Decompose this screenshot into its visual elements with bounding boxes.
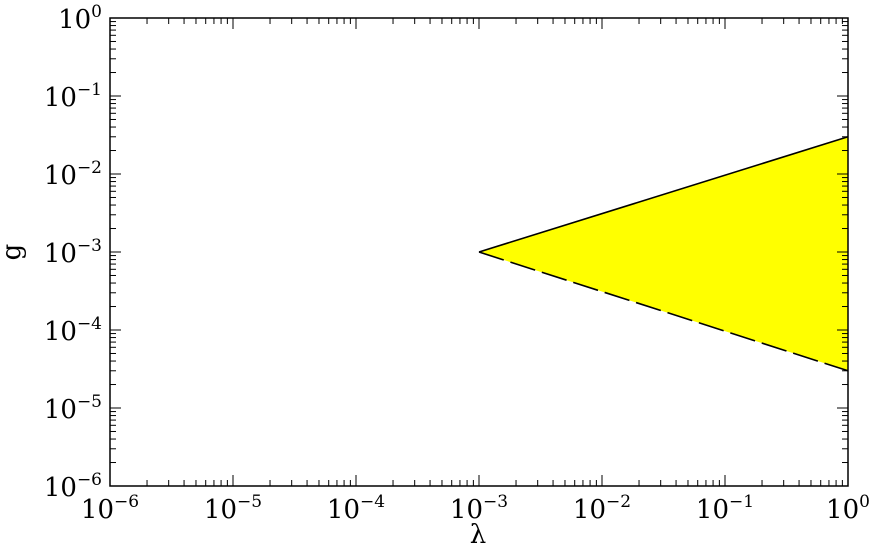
x-tick-label: 10−2: [573, 492, 631, 525]
y-axis-label: g: [0, 244, 27, 261]
x-tick-label: 10−1: [696, 492, 754, 525]
x-tick-label: 10−6: [81, 492, 139, 525]
y-tick-label: 10−4: [44, 314, 102, 347]
y-tick-label: 100: [58, 2, 102, 35]
x-tick-label: 10−3: [450, 492, 508, 525]
x-axis-label: λ: [470, 520, 486, 544]
y-tick-label: 10−2: [44, 158, 102, 191]
y-tick-label: 10−1: [44, 80, 102, 113]
y-tick-label: 10−6: [44, 470, 102, 503]
x-tick-label: 10−4: [327, 492, 385, 525]
x-tick-label: 10−5: [204, 492, 262, 525]
y-tick-label: 10−5: [44, 392, 102, 425]
shaded-region: [479, 136, 848, 371]
upper-boundary-line: [478, 136, 849, 253]
x-tick-label: 100: [826, 492, 870, 525]
y-tick-label: 10−3: [44, 236, 102, 269]
